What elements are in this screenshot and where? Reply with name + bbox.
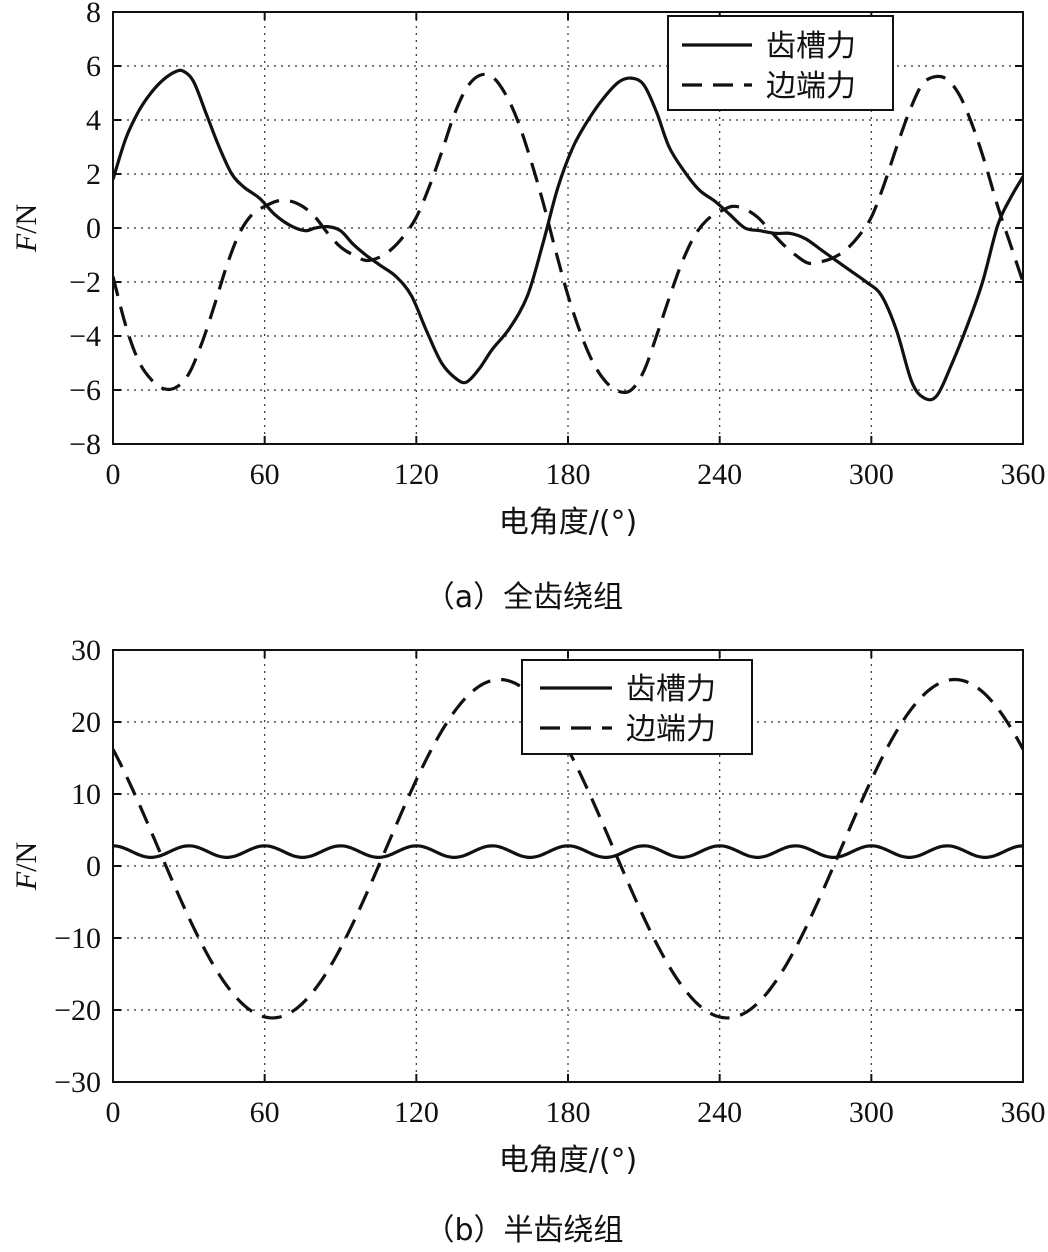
chart-b-x-axis-label: 电角度/(°) — [499, 1143, 638, 1178]
chart-a-y-tick-label: −4 — [69, 320, 101, 353]
chart-a-x-tick-label: 300 — [849, 458, 894, 491]
chart-a-legend: 齿槽力 边端力 — [667, 15, 894, 111]
chart-b-ticks: 0 60 120 180 240 300 360 −30 −20 −10 0 10 20 30 — [54, 634, 1045, 1129]
chart-a-x-tick-label: 180 — [546, 458, 591, 491]
chart-b-y-tick-label: 20 — [71, 706, 101, 739]
chart-b-x-tick-label: 300 — [849, 1096, 894, 1129]
svg-text:F/N: F/N — [10, 204, 43, 253]
chart-b-y-tick-label: −20 — [54, 994, 101, 1027]
chart-a-ticks: 0 60 120 180 240 300 360 −8 −6 −4 −2 0 2 4 6 8 — [69, 0, 1045, 491]
chart-b-ylabel-unit: /N — [10, 842, 43, 872]
chart-b-legend-label-1: 齿槽力 — [626, 672, 716, 707]
chart-a-y-tick-label: −2 — [69, 266, 101, 299]
chart-b-y-tick-label: 10 — [71, 778, 101, 811]
chart-a-y-tick-label: 0 — [86, 212, 101, 245]
chart-a-x-tick-label: 360 — [1001, 458, 1046, 491]
chart-a-x-axis-label: 电角度/(°) — [499, 505, 638, 540]
chart-a-legend-label-2: 边端力 — [766, 69, 856, 104]
chart-a-series-end-force-line — [113, 72, 1023, 395]
chart-a-legend-label-1: 齿槽力 — [766, 29, 856, 64]
chart-a-y-tick-label: 4 — [86, 104, 101, 137]
chart-b: 0 60 120 180 240 300 360 −30 −20 −10 0 10 20 30 齿槽力 边… — [10, 634, 1046, 1248]
chart-b-x-tick-label: 360 — [1001, 1096, 1046, 1129]
chart-a-y-axis-label: F/N — [10, 204, 43, 253]
chart-a-plot-frame — [112, 11, 1024, 445]
chart-b-legend-label-2: 边端力 — [626, 712, 716, 747]
chart-a-y-tick-label: 6 — [86, 50, 101, 83]
chart-b-x-tick-label: 120 — [394, 1096, 439, 1129]
chart-a-y-tick-label: −6 — [69, 374, 101, 407]
chart-b-legend: 齿槽力 边端力 — [521, 659, 753, 755]
chart-b-x-tick-label: 180 — [546, 1096, 591, 1129]
chart-a-x-tick-label: 0 — [106, 458, 121, 491]
chart-a-ylabel-unit: /N — [10, 204, 43, 234]
chart-a-y-tick-label: 2 — [86, 158, 101, 191]
chart-b-ylabel-symbol: F — [10, 871, 43, 891]
chart-a-y-tick-label: −8 — [69, 428, 101, 461]
chart-b-y-tick-label: 30 — [71, 634, 101, 667]
chart-a-series — [113, 68, 1023, 402]
chart-a-x-tick-label: 60 — [250, 458, 280, 491]
chart-a-y-tick-label: 8 — [86, 0, 101, 29]
chart-b-y-axis-label: F/N — [10, 842, 43, 891]
chart-b-plot-frame — [112, 649, 1024, 1083]
chart-b-x-tick-label: 60 — [250, 1096, 280, 1129]
chart-a-x-tick-label: 120 — [394, 458, 439, 491]
chart-b-x-tick-label: 0 — [106, 1096, 121, 1129]
chart-b-y-tick-label: −30 — [54, 1066, 101, 1099]
chart-b-caption: （b）半齿绕组 — [424, 1213, 623, 1248]
chart-a-ylabel-symbol: F — [10, 233, 43, 253]
chart-b-y-tick-label: 0 — [86, 850, 101, 883]
svg-text:F/N: F/N — [10, 842, 43, 891]
chart-b-x-tick-label: 240 — [697, 1096, 742, 1129]
chart-b-y-tick-label: −10 — [54, 922, 101, 955]
chart-a-series-cogging-force-line — [113, 68, 1023, 402]
chart-a-x-tick-label: 240 — [697, 458, 742, 491]
chart-b-series-cogging-force-line — [113, 844, 1023, 859]
chart-a-caption: （a）全齿绕组 — [425, 580, 623, 615]
